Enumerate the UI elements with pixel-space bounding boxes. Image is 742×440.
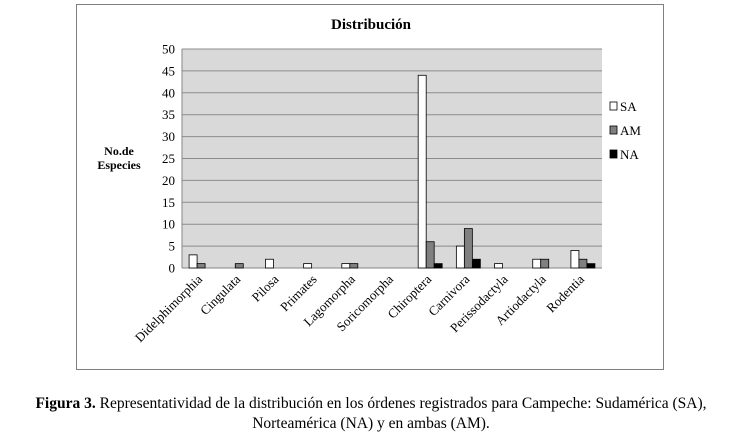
legend-label: AM [620,123,641,138]
bar-na [471,258,481,269]
y-tick-label: 30 [162,129,175,144]
bar-am [425,241,435,269]
bar-am [196,263,206,269]
bar-sa [417,74,427,269]
bar-na [586,263,596,269]
x-tick-label: Cingulata [197,271,244,318]
y-axis-label: No.de Especies [97,144,141,172]
y-tick-label: 5 [169,239,176,254]
bar-am [540,258,550,269]
caption-text: Representatividad de la distribución en … [99,395,707,432]
legend-label: SA [620,99,637,114]
x-tick-label: Rodentia [543,271,587,315]
bar-sa [455,245,465,269]
chart-title: Distribución [331,17,412,33]
bar-sa [341,263,351,269]
x-tick-label: Pilosa [248,271,281,304]
bar-sa [303,263,313,269]
bar-am [349,263,359,269]
bar-sa [532,258,542,269]
legend-swatch [609,125,618,135]
y-tick-label: 35 [162,107,175,122]
distribution-chart: 0 5 10 15 20 25 30 35 40 45 50 Distribución No.de Esp… [97,17,641,345]
bar-sa [494,263,503,269]
y-tick-label: 15 [162,195,175,210]
bar-sa [265,258,274,269]
y-tick-label: 10 [162,217,175,232]
bar-am [463,228,473,269]
legend-label: NA [620,147,639,162]
legend-swatch [609,101,618,111]
legend-swatch [609,149,618,159]
caption-label: Figura 3. [35,395,96,412]
bar-am [578,258,588,269]
y-tick-label: 20 [162,173,175,188]
y-tick-label: 0 [169,261,176,276]
bar-na [433,263,443,269]
y-tick-label: 25 [162,151,175,166]
x-tick-label: Didelphimorphia [132,271,206,345]
y-tick-label: 40 [162,85,175,100]
bar-sa [570,250,580,269]
y-tick-label: 45 [162,63,175,78]
figure-caption: Figura 3. Representatividad de la distri… [0,394,742,434]
y-tick-label: 50 [162,42,175,57]
bar-sa [188,254,198,269]
bar-am [234,263,244,269]
